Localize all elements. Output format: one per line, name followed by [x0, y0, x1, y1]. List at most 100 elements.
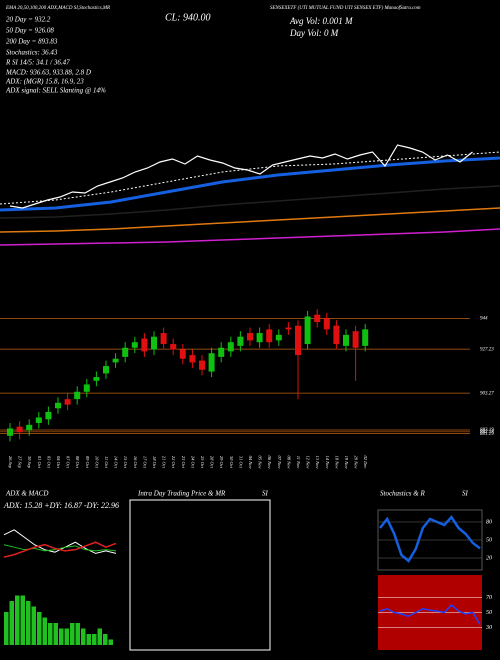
candle-body: [74, 391, 81, 400]
panel-title: Stochastics & R: [380, 490, 425, 498]
x-tick-label: 14 Oct: [114, 456, 119, 469]
panel-subtitle: SI: [262, 490, 269, 498]
bar: [81, 628, 86, 645]
avg-vol: Avg Vol: 0.001 M: [289, 16, 353, 26]
candle-body: [304, 316, 311, 345]
x-tick-label: 04 Nov: [248, 456, 253, 469]
candle-body: [218, 347, 225, 357]
x-tick-label: 29 Oct: [219, 456, 224, 469]
candle-body: [16, 426, 23, 433]
y-tick-label: 80: [486, 519, 492, 525]
x-tick-label: 27 Sep: [18, 456, 23, 469]
bar: [26, 601, 31, 645]
candle-body: [295, 325, 301, 356]
candle-body: [314, 314, 321, 323]
candle-body: [131, 342, 138, 348]
candle-body: [189, 355, 196, 363]
candle-body: [352, 331, 359, 348]
line-series: [379, 515, 481, 563]
x-tick-label: 02 Dec: [363, 456, 368, 469]
candle-body: [323, 318, 330, 330]
x-tick-label: 05 Nov: [258, 456, 263, 469]
candle-body: [122, 347, 129, 357]
line-series: [0, 228, 500, 246]
level-label: 927.23: [480, 347, 494, 352]
adx-text: ADX: (MGR) 15.8, 16.9, 23: [5, 78, 84, 86]
panel-title: Intra Day Trading Price & MR: [137, 490, 226, 498]
candle-body: [275, 334, 282, 341]
x-tick-label: 04 Oct: [56, 456, 61, 469]
candle-body: [112, 358, 119, 363]
line-series: [0, 207, 500, 233]
stoch-text: Stochastics: 36.43: [6, 49, 58, 57]
bar: [103, 634, 108, 645]
x-tick-label: 14 Nov: [325, 456, 330, 469]
day-vol: Day Vol: 0 M: [289, 28, 339, 38]
bar: [48, 623, 53, 645]
candle-body: [237, 336, 244, 346]
ema200: 200 Day = 893.83: [6, 38, 58, 46]
panel-title: ADX & MACD: [5, 490, 48, 498]
candle-body: [35, 417, 42, 423]
site-text: SENSEXETF (UTI MUTUAL FUND UTI SENSEX ET…: [270, 6, 421, 11]
candle-body: [103, 366, 109, 374]
x-tick-label: 22 Oct: [171, 456, 176, 469]
candle-body: [256, 333, 263, 343]
x-tick-label: 13 Nov: [315, 456, 320, 469]
x-tick-label: 03 Oct: [46, 456, 51, 469]
candle-body: [64, 399, 71, 405]
level-label: 903.27: [480, 391, 494, 396]
x-tick-label: 06 Nov: [267, 456, 272, 469]
x-tick-label: 23 Oct: [181, 456, 186, 469]
intraday-panel: [129, 499, 271, 651]
x-tick-label: 01 Oct: [37, 456, 42, 469]
bar: [59, 628, 64, 645]
x-tick-label: 10 Oct: [94, 456, 99, 469]
x-tick-label: 09 Oct: [85, 456, 90, 469]
bar: [20, 595, 25, 645]
bar: [15, 595, 20, 645]
line-series: [0, 185, 500, 219]
bar: [53, 623, 58, 645]
bar: [70, 623, 75, 645]
line-series: [3, 544, 117, 552]
bar: [86, 634, 91, 645]
x-tick-label: 16 Oct: [133, 456, 138, 469]
candle-body: [170, 344, 177, 350]
x-tick-label: 30 Oct: [229, 456, 234, 469]
y-tick-label: 30: [485, 625, 492, 631]
level-label: 881.19: [480, 432, 494, 437]
x-tick-label: 25 Oct: [200, 456, 205, 469]
x-tick-label: 11 Nov: [296, 456, 301, 469]
level-label: 944: [480, 316, 488, 321]
candle-body: [151, 336, 157, 350]
line-series: [9, 144, 473, 209]
candle-body: [208, 353, 215, 372]
x-tick-label: 15 Oct: [123, 456, 128, 469]
candle-body: [333, 325, 340, 345]
y-tick-label: 20: [486, 555, 492, 561]
bar: [108, 639, 113, 645]
panel-subtitle: ADX: 15.28 +DY: 16.87 -DY: 22.96: [3, 501, 119, 510]
candle-body: [179, 349, 186, 359]
bar: [4, 612, 9, 645]
bar: [31, 606, 36, 645]
bar: [42, 617, 47, 645]
x-tick-label: 29 Nov: [354, 456, 359, 469]
x-tick-label: 18 Oct: [152, 456, 157, 469]
ema20: 20 Day = 932.2: [6, 16, 51, 24]
bar: [64, 628, 69, 645]
macd-text: MACD: 936.63, 933.88, 2.8 D: [5, 69, 91, 77]
line-series: [379, 603, 481, 625]
x-tick-label: 28 Oct: [210, 456, 215, 469]
level-label: 882.18: [480, 430, 494, 435]
candle-body: [362, 329, 369, 346]
candle-body: [160, 333, 167, 345]
x-tick-label: 08 Nov: [286, 456, 291, 469]
bar: [97, 628, 102, 645]
candle-body: [199, 360, 205, 370]
x-tick-label: 26 Sep: [8, 456, 13, 469]
line-series: [0, 151, 500, 205]
x-tick-label: 07 Nov: [277, 456, 282, 469]
